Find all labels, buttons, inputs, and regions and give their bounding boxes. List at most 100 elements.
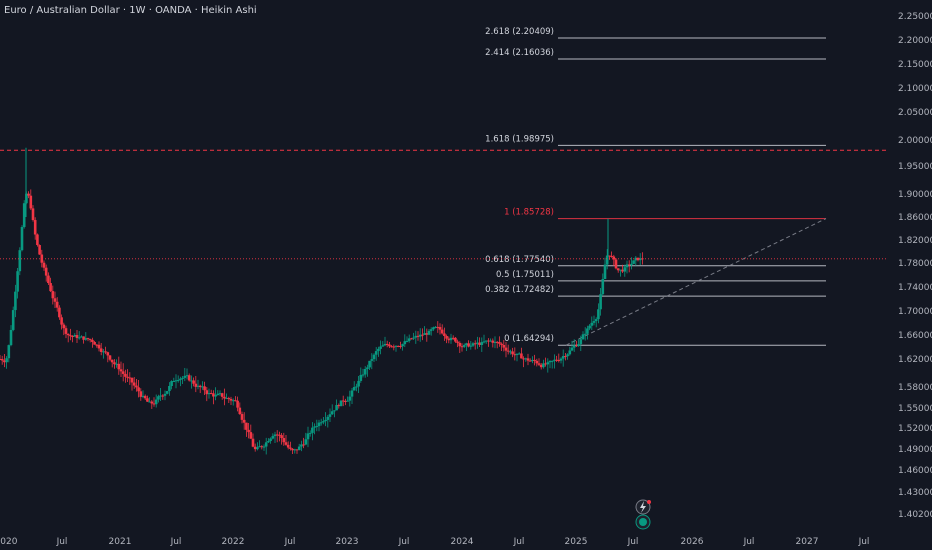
time-axis-tick: 2022 [222,537,245,547]
candle-body [86,338,90,340]
candle-body [535,360,539,364]
candle-body [495,341,499,343]
candle-body [93,342,96,345]
candle-body [498,342,501,344]
candle-body [110,359,114,363]
candle-body [383,343,387,346]
candle-body [619,269,622,271]
candle-body [399,346,402,348]
candle-body [238,407,242,415]
candle-body [348,396,352,401]
candle-body [183,375,187,378]
candle-body [421,334,424,336]
candle-body [603,264,607,279]
candle-body [84,338,88,340]
candle-body [102,351,105,353]
candle-body [163,393,167,396]
fib-level-label: 2.414 (2.16036) [485,48,554,58]
candle-body [218,393,222,395]
candle-body [427,330,431,335]
candle-body [104,351,107,353]
candle-body [592,321,596,323]
replay-icon [635,514,651,530]
candle-body [231,400,235,402]
candle-body [14,291,17,311]
candle-body [586,328,589,334]
candle-body [544,363,547,365]
candle-body [0,359,4,361]
candle-body [564,356,567,358]
candle-body [190,380,193,382]
candle-body [515,353,519,355]
price-axis-tick: 2.20000 [898,36,932,46]
candle-body [368,360,371,368]
candle-body [207,393,211,395]
candle-body [289,447,292,449]
candle-body [385,343,389,345]
candle-body [605,255,609,265]
candle-body [423,333,426,335]
fib-level-label: 0.5 (1.75011) [496,270,554,280]
candle-body [627,264,631,266]
candle-body [170,381,173,387]
candle-body [482,341,486,343]
candle-body [504,347,508,351]
candle-body [491,340,495,343]
candle-body [58,307,61,318]
candle-body [632,260,635,264]
time-axis-tick: 2023 [336,537,359,547]
time-axis-tick: Jul [56,537,68,547]
candle-body [465,343,468,346]
candle-body [339,400,343,407]
candle-body [143,395,147,399]
candle-body [575,345,578,347]
candle-body [480,342,484,345]
candle-body [249,432,253,439]
lightning-icon [635,499,651,515]
time-axis-tick: 2024 [451,537,474,547]
candle-body [264,442,268,447]
candle-body [209,393,213,395]
candle-body [139,391,143,397]
candle-body [269,438,272,442]
candle-body [361,374,365,376]
candle-body [542,363,545,368]
price-axis-tick: 1.58000 [898,383,932,393]
candle-body [273,434,277,437]
candle-body [203,386,206,391]
candle-body [588,325,591,329]
candle-body [344,400,347,402]
candle-body [403,341,407,345]
candle-body [135,385,138,388]
candle-body [548,361,552,363]
candle-body [194,383,198,387]
candle-body [44,267,48,276]
candle-body [168,386,171,392]
candle-body [555,359,558,361]
price-axis-tick: 1.66000 [898,331,932,341]
candle-body [308,432,312,434]
candle-body [223,396,226,399]
candle-body [462,345,466,347]
candle-body [201,386,204,388]
candle-body [148,401,151,403]
price-axis-tick: 2.00000 [898,136,932,146]
candle-body [278,434,281,436]
candle-body [390,346,393,348]
candle-body [597,309,600,320]
candle-body [251,438,255,447]
candle-body [394,345,398,347]
candle-body [634,257,638,261]
candle-body [561,356,565,359]
candle-body [286,444,290,448]
candle-body [5,358,8,363]
candle-body [405,340,409,342]
candle-body [16,271,19,292]
candle-body [260,446,264,448]
candle-body [458,342,462,347]
candle-body [412,337,415,339]
candle-body [500,343,503,345]
fib-level-label: 0.382 (1.72482) [485,285,554,295]
candle-body [165,391,169,394]
